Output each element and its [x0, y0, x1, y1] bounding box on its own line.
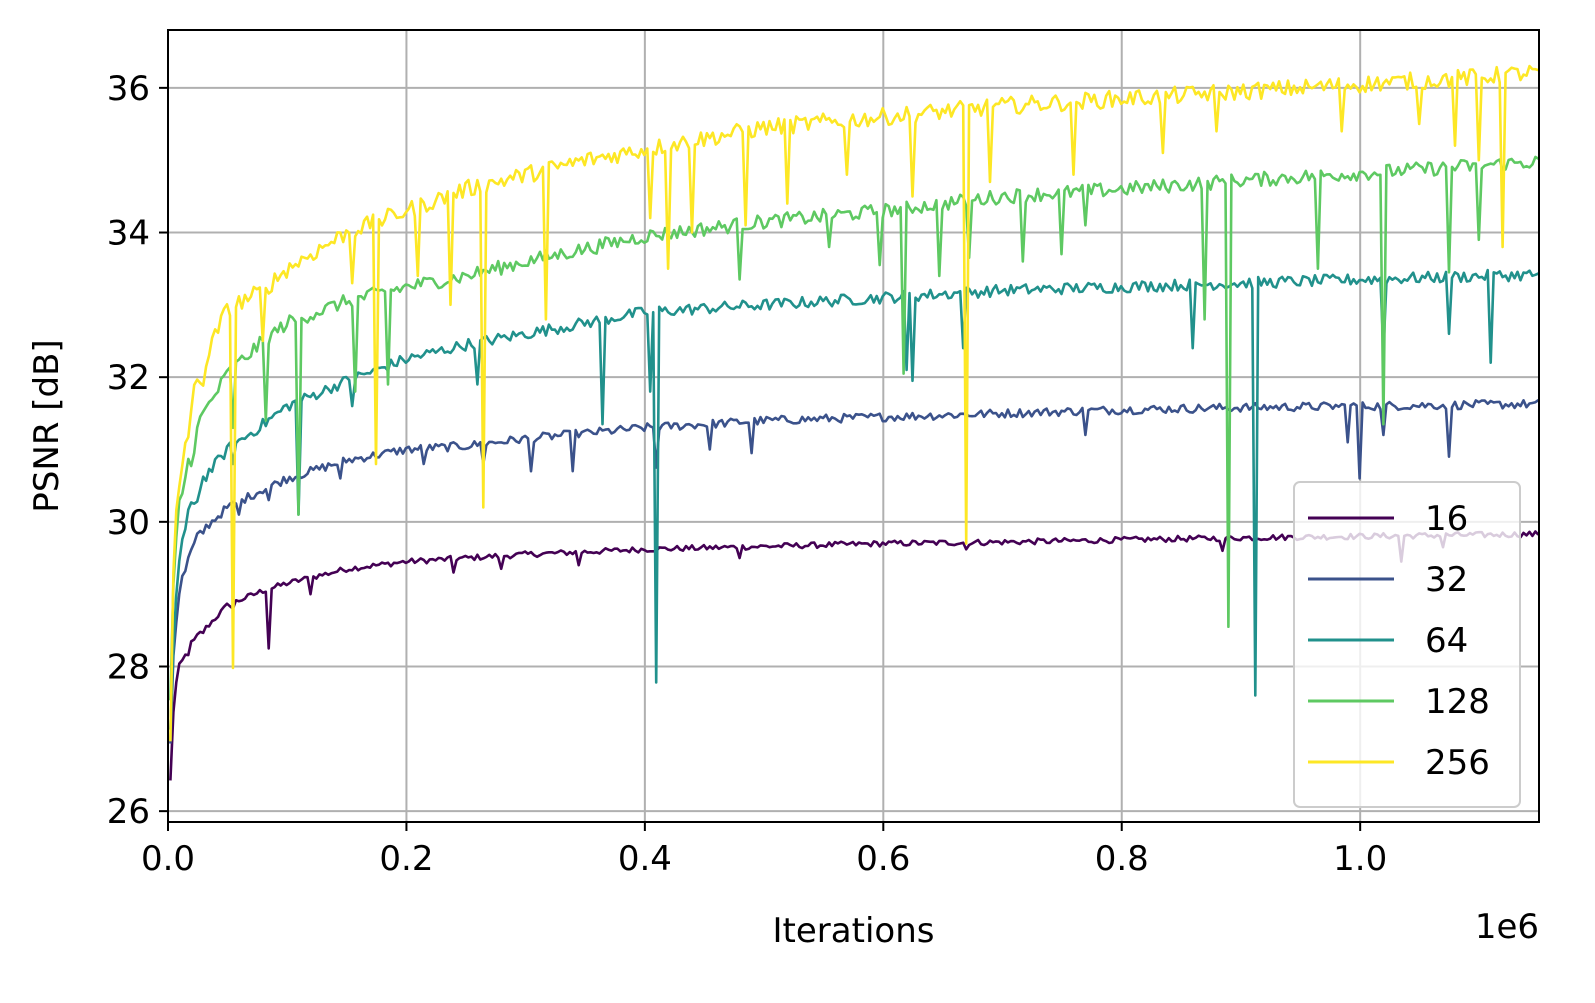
series-line-256 — [169, 64, 1539, 742]
series-line-64 — [169, 268, 1539, 730]
legend-box — [1293, 481, 1521, 808]
y-tick-label: 28 — [107, 647, 150, 687]
y-axis-label: PSNR [dB] — [27, 339, 67, 512]
axis-ticks: 0.0 0.2 0.4 0.6 0.8 1.0 26 28 30 32 34 36 — [107, 69, 1387, 879]
legend-label-128: 128 — [1425, 682, 1490, 722]
legend-label-256: 256 — [1425, 743, 1490, 783]
grid-lines — [167, 30, 1539, 822]
y-tick-label: 36 — [107, 69, 150, 109]
x-tick-label: 0.6 — [856, 839, 910, 879]
x-tick-label: 0.8 — [1095, 839, 1149, 879]
plot-frame — [167, 29, 1540, 823]
x-tick-label: 0.0 — [141, 839, 195, 879]
x-axis-offset-text: 1e6 — [1475, 907, 1539, 947]
series-line-32 — [169, 399, 1540, 744]
legend: 16 32 64 128 256 — [1293, 481, 1521, 808]
legend-label-32: 32 — [1425, 560, 1468, 600]
x-tick-label: 0.2 — [379, 839, 433, 879]
x-axis-label: Iterations — [773, 911, 935, 951]
x-tick-label: 0.4 — [618, 839, 672, 879]
x-tick-label: 1.0 — [1333, 839, 1387, 879]
series-line-128 — [169, 155, 1540, 701]
y-tick-label: 34 — [107, 214, 150, 254]
legend-label-64: 64 — [1425, 621, 1468, 661]
y-tick-label: 32 — [107, 358, 150, 398]
y-tick-label: 26 — [107, 792, 150, 832]
y-tick-label: 30 — [107, 503, 150, 543]
legend-label-16: 16 — [1425, 499, 1468, 539]
